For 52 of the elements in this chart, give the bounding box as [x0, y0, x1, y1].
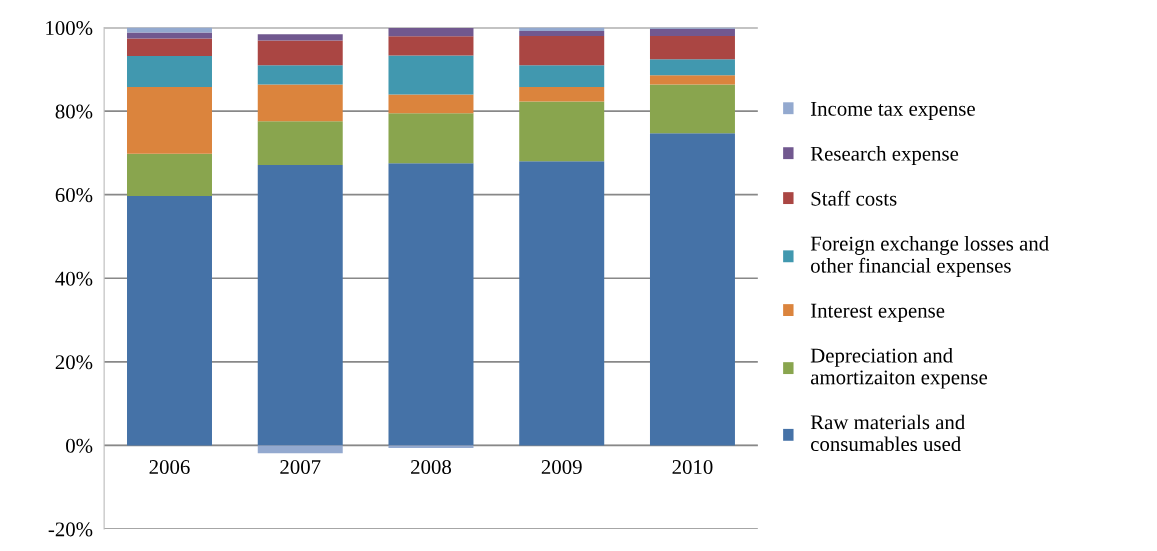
bar — [127, 153, 212, 196]
bar — [649, 75, 735, 85]
y-tick-label: -20% — [48, 522, 93, 537]
legend-label: Depreciation and amortizaiton expense — [810, 347, 988, 389]
x-tick-label: 2008 — [411, 459, 452, 475]
bar — [257, 40, 343, 66]
legend-label: Interest expense — [810, 303, 945, 322]
bar — [649, 84, 735, 134]
y-tick-label: 0% — [66, 438, 93, 453]
y-tick-label: 60% — [55, 188, 93, 203]
bar — [649, 133, 735, 446]
legend-label: Income tax expense — [810, 101, 975, 121]
bar — [519, 35, 605, 66]
bar — [257, 65, 343, 85]
bar — [388, 113, 474, 164]
bar — [127, 27, 212, 33]
x-tick-label: 2007 — [280, 459, 321, 475]
bar — [519, 161, 605, 446]
y-tick-label: 80% — [55, 104, 93, 119]
bar — [388, 27, 474, 37]
bar — [257, 445, 343, 454]
legend-label: Staff costs — [811, 190, 897, 206]
legend-label: Foreign exchange losses and other financial expenses — [810, 235, 1049, 277]
bar — [649, 59, 735, 76]
bar — [519, 65, 605, 87]
y-tick-label: 20% — [55, 355, 93, 370]
bar — [519, 27, 605, 31]
x-tick-label: 2006 — [149, 459, 190, 475]
legend-label: Research expense — [810, 146, 959, 165]
bar — [127, 86, 212, 154]
bar — [388, 55, 474, 95]
bar — [127, 38, 212, 56]
legend-label: Raw materials and consumables used — [810, 414, 965, 452]
bar — [519, 101, 605, 162]
bar — [127, 55, 212, 87]
bar — [388, 94, 474, 114]
bar — [649, 28, 735, 36]
bar — [257, 34, 343, 41]
bar — [388, 36, 474, 56]
y-tick-label: 100% — [46, 20, 93, 36]
bar — [257, 165, 343, 446]
bar — [519, 86, 605, 102]
bar — [649, 35, 735, 60]
bar — [257, 84, 343, 122]
y-tick-label: 40% — [55, 271, 93, 286]
bar — [519, 30, 605, 36]
x-tick-label: 2010 — [672, 459, 713, 475]
bar — [257, 121, 343, 166]
bar — [388, 445, 474, 448]
bar — [127, 195, 212, 446]
bar — [388, 163, 474, 446]
x-tick-label: 2009 — [541, 459, 582, 475]
